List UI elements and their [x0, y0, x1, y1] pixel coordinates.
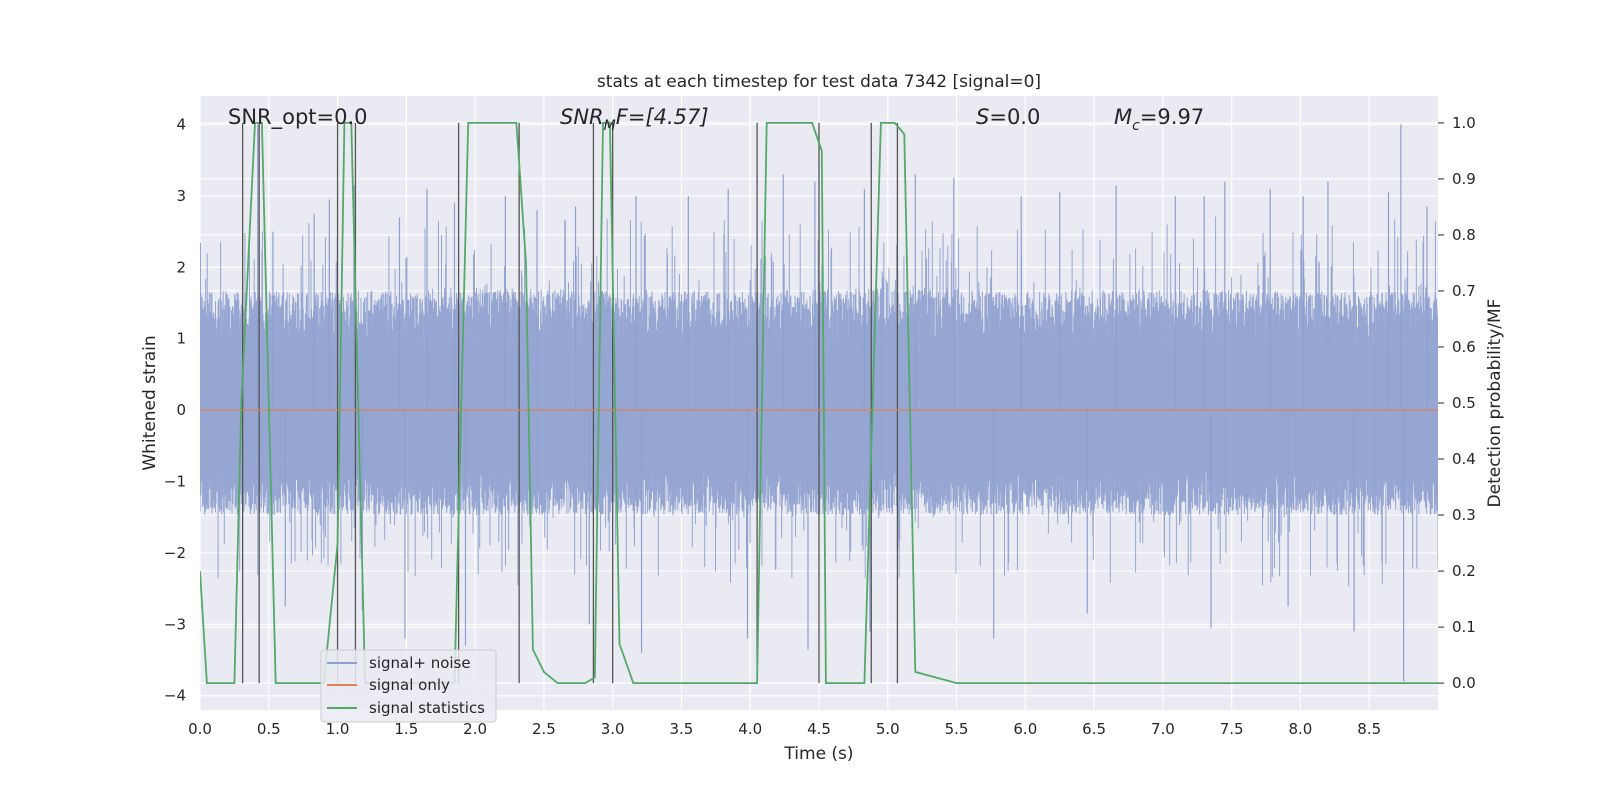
y-right-tick-label: 0.2: [1452, 562, 1476, 580]
legend-label-signal-statistics: signal statistics: [369, 699, 485, 717]
y-left-tick-label: 2: [176, 258, 186, 276]
annotation-snr-mf-main: SNR: [560, 105, 604, 129]
annotation-snr-mf-rest: F=[4.57]: [616, 105, 709, 129]
annotation-mc-sub: c: [1132, 118, 1140, 134]
y-right-tick-label: 0.7: [1452, 282, 1476, 300]
y-right-tick-label: 0.0: [1452, 674, 1476, 692]
y-right-tick-label: 0.4: [1452, 450, 1476, 468]
legend-box: [320, 649, 497, 723]
y-right-tick-label: 1.0: [1452, 114, 1476, 132]
y-left-ticks: 4 3 2 1 0 −1 −2 −3 −4: [164, 116, 186, 705]
chart-title: stats at each timestep for test data 734…: [597, 72, 1041, 92]
y-left-tick-label: −1: [164, 473, 186, 491]
x-tick-label: 2.5: [532, 720, 556, 738]
x-tick-label: 3.0: [601, 720, 625, 738]
legend-label-signal-noise: signal+ noise: [369, 654, 471, 672]
x-tick-label: 1.5: [394, 720, 418, 738]
legend: signal+ noise signal only signal statist…: [320, 649, 497, 723]
y-right-tick-label: 0.8: [1452, 226, 1476, 244]
y-right-ticks: 1.0 0.9 0.8 0.7 0.6 0.5 0.4 0.3 0.2 0.1 0.0: [1438, 114, 1476, 692]
y-right-tick-label: 0.9: [1452, 170, 1476, 188]
y-left-tick-label: −4: [164, 687, 186, 705]
y-left-axis-label: Whitened strain: [140, 335, 160, 470]
annotation-mc-rest: =9.97: [1140, 105, 1204, 129]
x-ticks: 0.0 0.5 1.0 1.5 2.0 2.5 3.0 3.5 4.0 4.5 5.0 5.5 6.0 6…: [188, 720, 1381, 738]
x-tick-label: 8.0: [1289, 720, 1313, 738]
y-left-tick-label: −2: [164, 544, 186, 562]
y-left-tick-label: 3: [176, 187, 186, 205]
annotation-snr-mf: SNRMF=[4.57]: [560, 105, 709, 134]
annotation-snr-opt: SNR_opt=0.0: [228, 105, 368, 130]
y-left-tick-label: −3: [164, 615, 186, 633]
x-tick-label: 4.5: [807, 720, 831, 738]
annotation-mc: Mc=9.97: [1114, 105, 1204, 134]
annotation-s-main: S: [976, 105, 989, 129]
event-markers: [241, 122, 899, 684]
y-left-tick-label: 4: [176, 116, 186, 134]
y-left-tick-label: 0: [176, 401, 186, 419]
x-tick-label: 7.5: [1220, 720, 1244, 738]
signal-statistics-line: [200, 122, 1438, 684]
y-right-tick-label: 0.1: [1452, 618, 1476, 636]
x-tick-label: 6.0: [1013, 720, 1037, 738]
legend-label-signal-only: signal only: [369, 676, 450, 694]
x-tick-label: 1.0: [326, 720, 350, 738]
x-tick-label: 8.5: [1357, 720, 1381, 738]
y-right-tick-label: 0.3: [1452, 506, 1476, 524]
x-tick-label: 5.5: [945, 720, 969, 738]
y-right-tick-label: 0.5: [1452, 394, 1476, 412]
x-tick-label: 7.0: [1151, 720, 1175, 738]
annotation-s-rest: =0.0: [989, 105, 1040, 129]
x-tick-label: 2.0: [463, 720, 487, 738]
annotation-snr-mf-sub: M: [604, 118, 616, 134]
x-tick-label: 4.0: [738, 720, 762, 738]
y-right-tick-label: 0.6: [1452, 338, 1476, 356]
x-tick-label: 3.5: [670, 720, 694, 738]
x-tick-label: 0.5: [257, 720, 281, 738]
x-tick-label: 0.0: [188, 720, 212, 738]
x-axis-label: Time (s): [783, 744, 853, 764]
annotation-s: S=0.0: [976, 105, 1040, 129]
signal-statistics-series: [200, 122, 1438, 684]
x-tick-label: 6.5: [1082, 720, 1106, 738]
y-right-axis-label: Detection probability/MF: [1485, 299, 1505, 508]
y-left-tick-label: 1: [176, 330, 186, 348]
annotation-mc-main: M: [1114, 105, 1132, 129]
x-tick-label: 5.0: [876, 720, 900, 738]
